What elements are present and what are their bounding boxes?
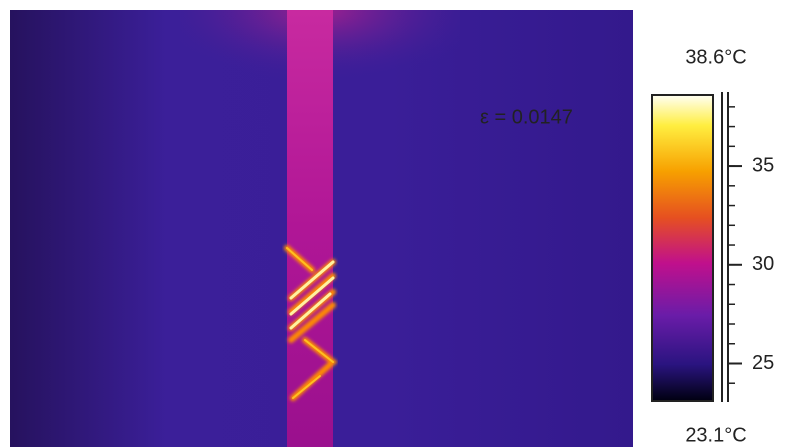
colorbar: 38.6°C 23.1°C 25 30 35 xyxy=(652,46,774,446)
emissivity-label: ε = 0.0147 xyxy=(480,106,573,128)
color-scale xyxy=(652,95,713,401)
min-label: 23.1°C xyxy=(685,424,746,446)
tick-label: 30 xyxy=(752,253,774,275)
tick-label: 25 xyxy=(752,352,774,374)
max-label: 38.6°C xyxy=(685,46,746,68)
thermal-image: ε = 0.0147 xyxy=(10,10,633,447)
thermal-view: ε = 0.0147 38.6°C 23.1°C 25 30 35 xyxy=(0,0,806,447)
page: ε = 0.0147 38.6°C23.1°C253035 (() => { c… xyxy=(0,0,806,447)
tick-label: 35 xyxy=(752,154,774,176)
